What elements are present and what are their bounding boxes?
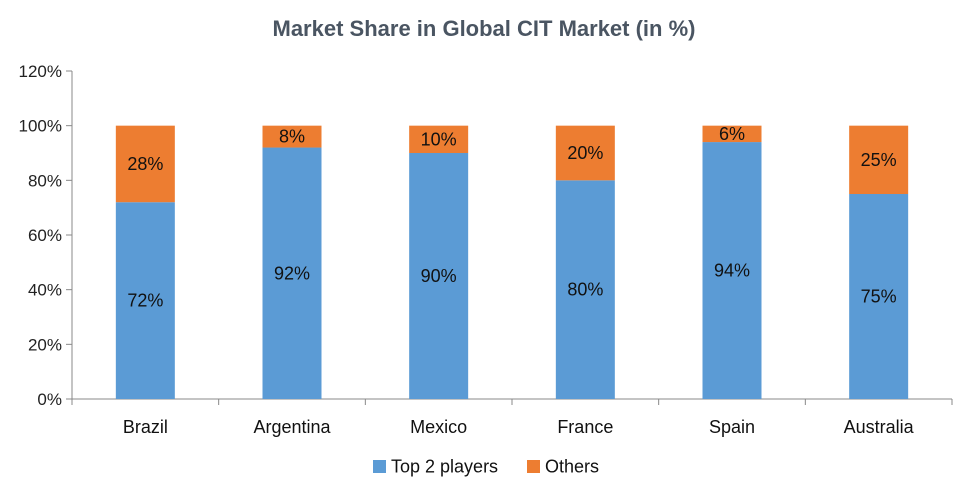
data-label: 28% [127,154,163,174]
chart-title: Market Share in Global CIT Market (in %) [273,16,696,41]
y-tick-label: 120% [19,62,62,81]
data-label: 80% [567,280,603,300]
bar-top2-spain [702,142,762,400]
bar-top2-brazil [115,202,175,399]
bar-top2-mexico [409,153,469,399]
x-tick-label: France [557,417,613,437]
data-label: 8% [279,127,305,147]
bar-others-spain [702,125,762,143]
legend-label: Top 2 players [391,457,498,477]
data-label: 10% [421,129,457,149]
x-tick-label: Australia [844,417,915,437]
legend-swatch [373,460,386,473]
bar-others-brazil [115,125,175,203]
data-label: 75% [861,287,897,307]
y-tick-label: 80% [28,171,62,190]
x-tick-label: Mexico [410,417,467,437]
bar-others-france [555,125,615,181]
bar-top2-australia [849,194,909,399]
x-tick-label: Argentina [253,417,331,437]
x-tick-label: Spain [709,417,755,437]
bars: 72% 28% Brazil 92% 8% Argentina 90% 10% Mexico 80… [115,124,915,437]
data-label: 6% [719,124,745,144]
bar-top2-argentina [262,147,322,399]
y-tick-label: 20% [28,335,62,354]
y-tick-label: 60% [28,226,62,245]
y-tick-label: 40% [28,281,62,300]
bar-others-argentina [262,125,322,148]
legend-label: Others [545,457,599,477]
data-label: 20% [567,143,603,163]
y-tick-label: 100% [19,117,62,136]
data-label: 94% [714,261,750,281]
bar-others-australia [849,125,909,194]
data-label: 90% [421,266,457,286]
y-tick-label: 0% [37,390,62,409]
legend: Top 2 players Others [373,457,599,477]
axes: 0% 20% 40% 60% 80% 100% 120% [19,62,953,409]
legend-swatch [527,460,540,473]
data-label: 92% [274,263,310,283]
data-label: 72% [127,291,163,311]
data-label: 25% [861,150,897,170]
bar-others-mexico [409,125,469,153]
bar-top2-france [555,180,615,399]
x-tick-label: Brazil [123,417,168,437]
